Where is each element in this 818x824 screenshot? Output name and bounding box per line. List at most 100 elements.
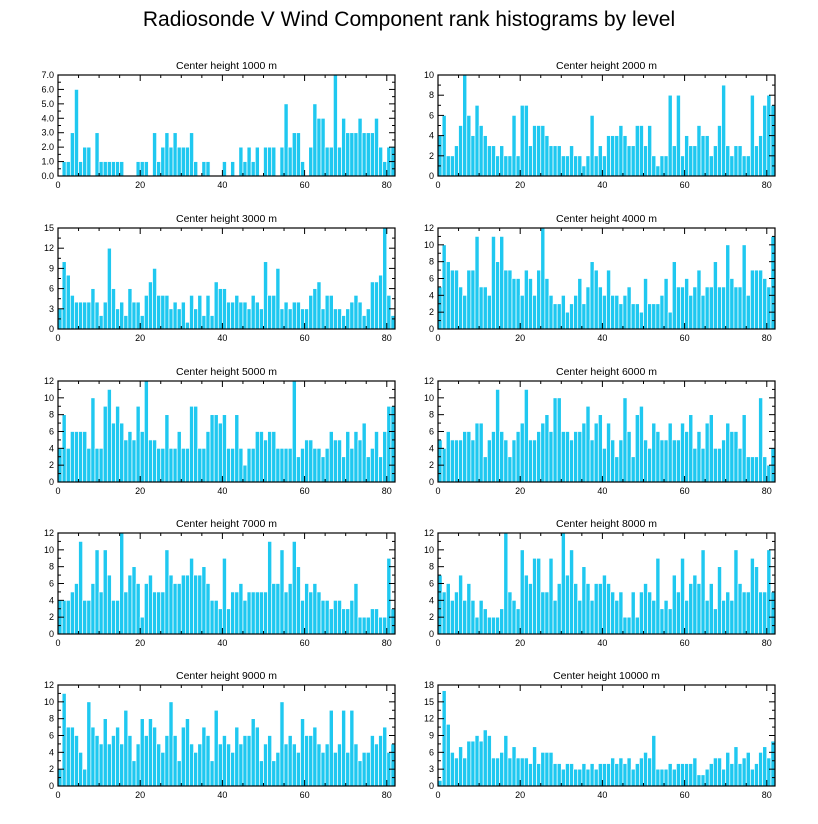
histogram-bar: [115, 726, 121, 787]
histogram-bar: [630, 145, 636, 177]
histogram-bar: [74, 735, 79, 787]
histogram-bar: [127, 574, 133, 635]
histogram-bar: [503, 155, 509, 177]
x-tick-label: 20: [135, 790, 145, 800]
histogram-bar: [357, 439, 363, 483]
histogram-bar: [139, 616, 145, 635]
histogram-bar: [462, 74, 468, 177]
y-tick-label: 0: [49, 324, 54, 334]
panel-title: Center height 5000 m: [176, 366, 277, 378]
histogram-bar: [696, 431, 702, 483]
x-tick-label: 60: [300, 790, 310, 800]
histogram-bar: [626, 145, 632, 177]
histogram-bar: [353, 583, 359, 635]
x-tick-label: 80: [382, 638, 392, 648]
histogram-bar: [148, 718, 153, 787]
histogram-bar: [226, 447, 231, 483]
y-tick-label: 12: [424, 223, 434, 233]
histogram-bar: [532, 557, 537, 635]
histogram-bar: [692, 286, 698, 330]
histogram-bar: [316, 117, 322, 177]
histogram-bar: [365, 132, 371, 177]
histogram-bar: [168, 308, 174, 330]
histogram-bar: [491, 616, 496, 635]
histogram-bar: [523, 757, 529, 787]
histogram-bar: [382, 227, 388, 330]
histogram-bar: [111, 422, 116, 483]
histogram-bar: [519, 104, 525, 177]
histogram-bar: [254, 301, 260, 330]
histogram-bar: [304, 439, 310, 483]
histogram-bar: [189, 557, 194, 635]
histogram-bar: [369, 735, 375, 787]
y-tick-label: 15: [44, 223, 54, 233]
histogram-bar: [263, 439, 268, 483]
histogram-bar: [511, 278, 517, 330]
y-tick-label: 6: [49, 731, 54, 741]
histogram-bar: [263, 743, 268, 787]
histogram-bar: [474, 104, 480, 177]
histogram-bar: [65, 599, 71, 635]
histogram-bar: [482, 286, 488, 330]
panel-title: Center height 7000 m: [176, 518, 277, 530]
histogram-bar: [209, 315, 215, 330]
histogram-bar: [515, 431, 521, 483]
histogram-bar: [279, 447, 285, 483]
histogram-bar: [676, 286, 681, 330]
histogram-bar: [164, 294, 170, 330]
histogram-bar: [86, 301, 92, 330]
histogram-bar: [770, 104, 776, 177]
histogram-bar: [569, 763, 574, 787]
histogram-bar: [503, 439, 509, 483]
histogram-bar: [618, 757, 624, 787]
histogram-bar: [374, 431, 379, 483]
histogram-bar: [745, 456, 751, 483]
x-tick-label: 20: [515, 486, 525, 496]
histogram-bar: [213, 709, 219, 787]
histogram-bar: [745, 751, 751, 787]
histogram-bar: [320, 599, 326, 635]
histogram-bar: [548, 145, 554, 177]
histogram-bar: [470, 599, 476, 635]
histogram-bar: [495, 155, 501, 177]
histogram-bar: [606, 763, 611, 787]
x-tick-label: 20: [135, 180, 145, 190]
histogram-bar: [90, 726, 96, 787]
histogram-bar: [86, 599, 92, 635]
histogram-bar: [614, 294, 620, 330]
histogram-bar: [647, 303, 653, 330]
x-tick-label: 40: [217, 638, 227, 648]
histogram-bar: [304, 308, 310, 330]
histogram-bar: [349, 301, 355, 330]
histogram-bar: [470, 740, 476, 787]
histogram-bar: [671, 145, 677, 177]
histogram-bar: [536, 763, 542, 787]
x-tick-label: 80: [382, 486, 392, 496]
y-tick-label: 6.0: [41, 84, 54, 94]
histogram-panel: Center height 3000 m 0 20 40 60 80 0 3 6 9 12 15: [44, 213, 396, 343]
histogram-bar: [515, 608, 521, 635]
histogram-bar: [111, 288, 116, 330]
histogram-bar: [328, 608, 334, 635]
histogram-bar: [296, 132, 301, 177]
y-tick-label: 0.0: [41, 171, 54, 181]
histogram-bar: [139, 161, 145, 177]
histogram-bar: [193, 161, 199, 177]
histogram-bar: [341, 709, 347, 787]
histogram-bar: [271, 146, 277, 177]
histogram-bar: [254, 591, 260, 635]
histogram-bar: [495, 261, 501, 330]
histogram-bar: [324, 743, 330, 787]
histogram-bar: [565, 431, 570, 483]
histogram-bar: [630, 591, 636, 635]
histogram-bar: [749, 768, 755, 787]
histogram-bar: [696, 583, 702, 635]
y-tick-label: 0: [429, 324, 434, 334]
histogram-bar: [589, 763, 595, 787]
histogram-bar: [548, 294, 554, 330]
histogram-bar: [275, 268, 281, 330]
x-tick-label: 40: [597, 333, 607, 343]
histogram-bar: [676, 591, 681, 635]
histogram-bar: [729, 278, 735, 330]
